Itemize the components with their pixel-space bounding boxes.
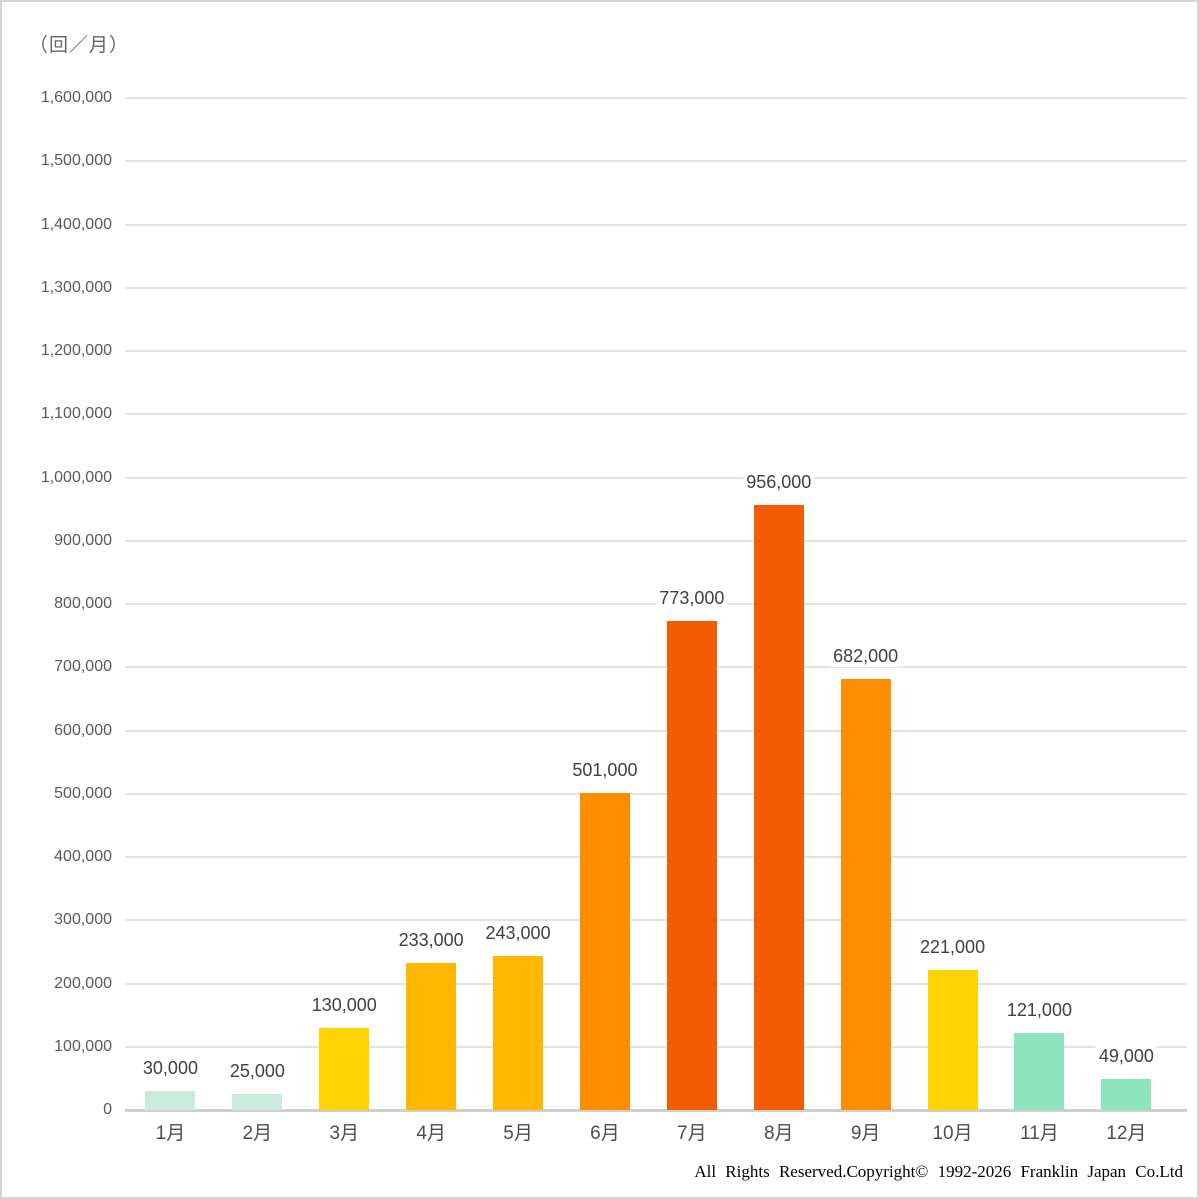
gridline bbox=[125, 729, 1187, 732]
y-tick-label: 100,000 bbox=[54, 1037, 112, 1055]
x-tick-label-11月: 11月 bbox=[1020, 1123, 1059, 1144]
bar-4月 bbox=[406, 963, 457, 1110]
x-tick-label-3月: 3月 bbox=[329, 1123, 360, 1144]
x-axis-baseline bbox=[125, 1109, 1187, 1112]
bar-5月 bbox=[493, 956, 544, 1110]
y-tick-label: 0 bbox=[103, 1101, 112, 1118]
gridline bbox=[125, 792, 1187, 795]
y-axis-unit-label: （回／月） bbox=[29, 35, 130, 56]
x-tick-label-6月: 6月 bbox=[590, 1123, 620, 1144]
bar-12月 bbox=[1101, 1079, 1152, 1110]
x-tick-label-8月: 8月 bbox=[763, 1123, 794, 1144]
gridline bbox=[125, 666, 1187, 669]
value-label-8月: 956,000 bbox=[743, 471, 815, 493]
y-tick-label: 300,000 bbox=[54, 911, 112, 929]
gridline bbox=[125, 350, 1187, 352]
value-label-9月: 682,000 bbox=[830, 645, 902, 667]
y-tick-label: 800,000 bbox=[54, 595, 112, 612]
value-label-2月: 25,000 bbox=[226, 1060, 288, 1082]
y-tick-label: 1,500,000 bbox=[40, 152, 112, 170]
y-tick-label: 1,100,000 bbox=[40, 405, 112, 423]
bar-11月 bbox=[1014, 1033, 1065, 1110]
value-label-12月: 49,000 bbox=[1095, 1045, 1157, 1067]
x-tick-label-10月: 10月 bbox=[932, 1123, 973, 1144]
y-tick-label: 1,000,000 bbox=[40, 468, 112, 486]
x-tick-label-9月: 9月 bbox=[850, 1123, 881, 1144]
value-label-3月: 130,000 bbox=[308, 994, 380, 1016]
bar-6月 bbox=[579, 793, 630, 1110]
y-tick-label: 400,000 bbox=[54, 848, 112, 865]
gridline bbox=[125, 1045, 1187, 1048]
gridline bbox=[125, 982, 1187, 985]
value-label-5月: 243,000 bbox=[482, 922, 554, 944]
gridline bbox=[125, 223, 1187, 226]
y-tick-label: 700,000 bbox=[54, 658, 112, 676]
y-tick-label: 200,000 bbox=[54, 974, 112, 992]
y-tick-label: 500,000 bbox=[54, 784, 112, 802]
copyright-text: All Rights Reserved.Copyright© 1992-2026… bbox=[694, 1162, 1183, 1181]
value-label-6月: 501,000 bbox=[569, 759, 641, 781]
x-tick-label-4月: 4月 bbox=[416, 1123, 446, 1144]
bar-3月 bbox=[319, 1028, 370, 1110]
gridline bbox=[125, 856, 1187, 858]
value-label-4月: 233,000 bbox=[395, 929, 467, 951]
x-tick-label-5月: 5月 bbox=[503, 1123, 533, 1144]
bar-2月 bbox=[232, 1094, 283, 1110]
bar-8月 bbox=[753, 505, 804, 1110]
gridline bbox=[125, 286, 1187, 289]
bar-9月 bbox=[840, 679, 891, 1110]
y-tick-label: 600,000 bbox=[54, 721, 112, 739]
gridline bbox=[125, 413, 1187, 416]
bar-1月 bbox=[145, 1091, 196, 1110]
gridline bbox=[125, 919, 1187, 922]
gridline bbox=[125, 160, 1187, 163]
value-label-10月: 221,000 bbox=[917, 936, 989, 958]
y-tick-label: 900,000 bbox=[54, 531, 112, 549]
gridline bbox=[125, 97, 1187, 99]
y-tick-label: 1,300,000 bbox=[40, 278, 112, 296]
y-tick-label: 1,400,000 bbox=[40, 215, 112, 233]
gridline bbox=[125, 603, 1187, 605]
value-label-7月: 773,000 bbox=[656, 587, 728, 609]
bar-7月 bbox=[666, 621, 717, 1110]
value-label-11月: 121,000 bbox=[1003, 999, 1075, 1021]
x-tick-label-7月: 7月 bbox=[677, 1123, 707, 1144]
bar-10月 bbox=[927, 970, 978, 1110]
gridline bbox=[125, 476, 1187, 479]
y-tick-label: 1,200,000 bbox=[40, 342, 112, 359]
value-label-1月: 30,000 bbox=[139, 1057, 201, 1079]
gridline bbox=[125, 539, 1187, 542]
y-tick-label: 1,600,000 bbox=[40, 89, 112, 106]
x-tick-label-2月: 2月 bbox=[242, 1123, 273, 1144]
x-tick-label-1月: 1月 bbox=[155, 1123, 186, 1144]
x-tick-label-12月: 12月 bbox=[1106, 1123, 1147, 1144]
